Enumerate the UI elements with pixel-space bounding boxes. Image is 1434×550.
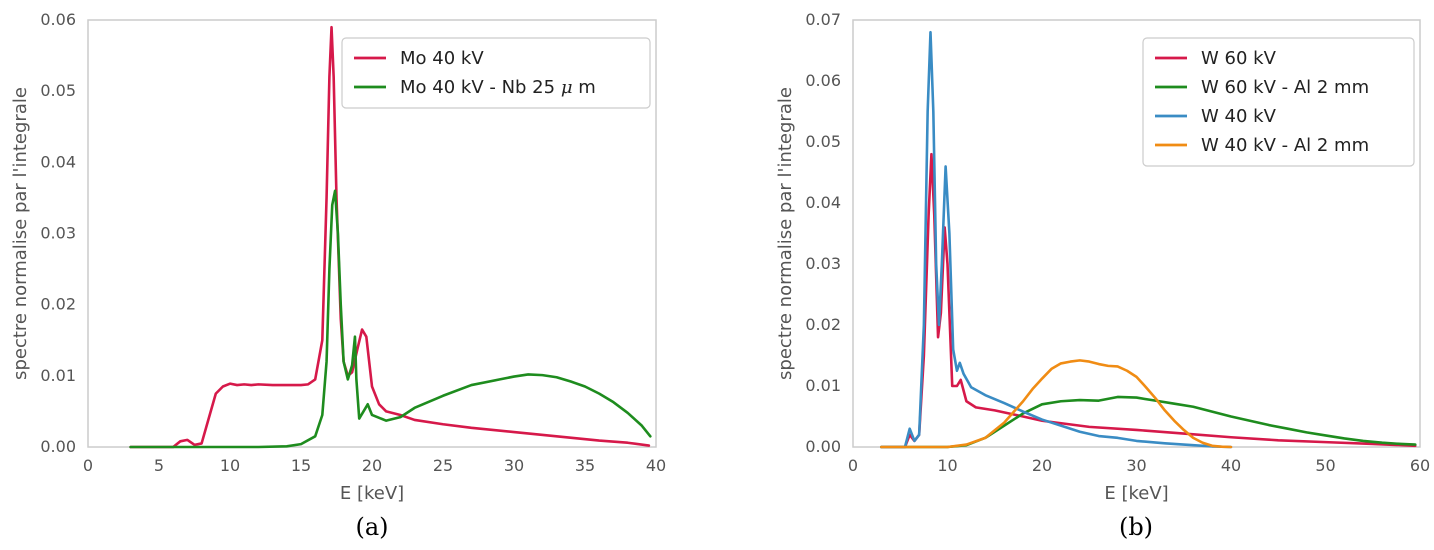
x-tick-label: 10 [937,456,957,475]
y-tick-label: 0.02 [805,315,841,334]
x-tick-label: 30 [1126,456,1146,475]
x-tick-label: 15 [291,456,311,475]
chart-a: 0 5 10 15 20 25 30 35 40 0.00 0.01 0.02 0.03 0.04 0.05… [10,10,666,541]
x-tick-label: 5 [154,456,164,475]
legend-box [341,37,651,109]
plot-frame [852,19,1421,448]
y-tick-label: 0.06 [805,71,841,90]
x-tick-label: 0 [848,456,858,475]
x-tick-label: 50 [1315,456,1335,475]
x-tick-label: 0 [83,456,93,475]
x-axis-title: E [keV] [1104,483,1168,504]
legend-label: Mo 40 kV - Nb 25 μ m [400,77,596,98]
y-tick-label: 0.05 [805,132,841,151]
legend-label: W 60 kV [1201,48,1277,69]
x-tick-label: 30 [504,456,524,475]
series-line-0 [880,152,1417,449]
figure-caption: (a) [355,513,388,541]
y-tick-label: 0.01 [40,366,76,385]
y-axis-title: spectre normalise par l'integrale [10,87,31,380]
x-tick-label: 25 [433,456,453,475]
series-line-3 [880,359,1233,449]
y-tick-label: 0.04 [40,152,76,171]
x-tick-label: 20 [1032,456,1052,475]
legend-label: Mo 40 kV [400,48,484,69]
y-axis-title: spectre normalise par l'integrale [775,87,796,380]
legend: W 60 kV W 60 kV - Al 2 mm W 40 kV W 40 kV -… [1142,37,1415,167]
y-tick-label: 0.00 [805,437,841,456]
series-line-2 [880,30,1233,449]
figure-caption: (b) [1119,513,1153,541]
x-tick-label: 40 [1221,456,1241,475]
x-tick-label: 20 [362,456,382,475]
y-tick-label: 0.06 [40,10,76,29]
legend-box [1142,37,1415,167]
legend-label: W 40 kV [1201,106,1277,127]
series-line-1 [880,395,1417,449]
legend-label: W 60 kV - Al 2 mm [1201,77,1369,98]
y-tick-label: 0.01 [805,376,841,395]
series-line-1 [129,189,652,449]
y-tick-label: 0.03 [40,224,76,243]
y-tick-label: 0.00 [40,437,76,456]
y-tick-label: 0.05 [40,81,76,100]
y-tick-label: 0.04 [805,193,841,212]
legend: Mo 40 kV Mo 40 kV - Nb 25 μ m [341,37,651,109]
x-axis-title: E [keV] [340,483,404,504]
legend-label: W 40 kV - Al 2 mm [1201,135,1369,156]
y-tick-label: 0.02 [40,295,76,314]
x-tick-label: 60 [1410,456,1430,475]
y-tick-label: 0.07 [805,10,841,29]
x-tick-label: 10 [220,456,240,475]
chart-b: 0 10 20 30 40 50 60 0.00 0.01 0.02 0.03 0.04 0.05 0.0… [775,10,1430,541]
x-tick-label: 40 [646,456,666,475]
x-tick-label: 35 [575,456,595,475]
series-line-0 [129,25,651,449]
plot-frame [87,19,657,448]
y-tick-label: 0.03 [805,254,841,273]
